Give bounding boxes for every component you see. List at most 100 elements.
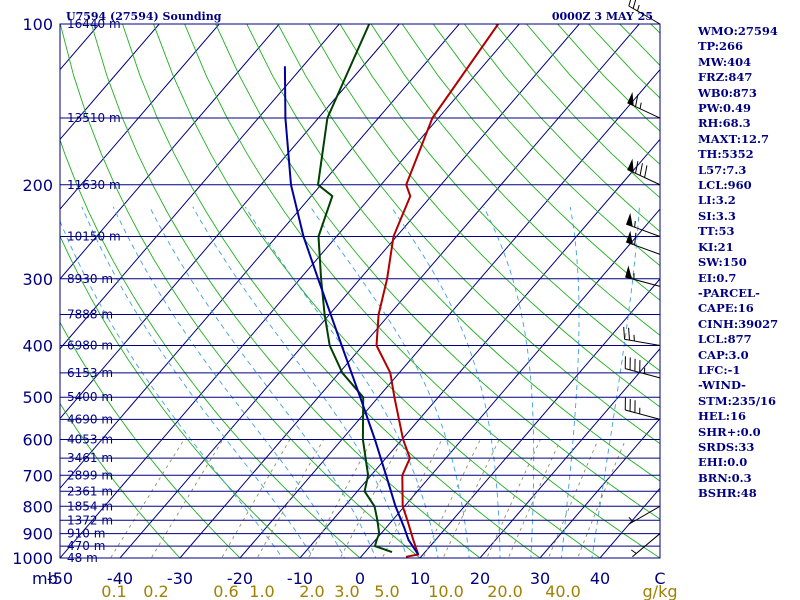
index-item: -PARCEL-: [698, 285, 760, 300]
dry-adiabat: [184, 24, 660, 558]
wind-barb-pennant: [626, 212, 633, 227]
wind-barbs: [623, 0, 661, 558]
temperature-axis-label: C: [654, 569, 665, 588]
height-label: 10150 m: [67, 229, 121, 243]
isotherm-line: [60, 24, 220, 210]
index-item: LCL:960: [698, 178, 752, 193]
index-item: EHI:0.0: [698, 455, 748, 470]
moist-adiabat: [591, 206, 640, 558]
wind-barb-pennant: [626, 230, 633, 245]
wind-barb: [625, 265, 661, 287]
dry-adiabat: [308, 24, 660, 408]
index-item: L57:7.3: [698, 162, 747, 177]
height-label: 1854 m: [67, 499, 113, 513]
pressure-tick-label: 700: [22, 466, 53, 485]
mixing-ratio-axis-label: g/kg: [643, 582, 678, 600]
index-item: BRN:0.3: [698, 470, 752, 485]
wind-barb-half-feather: [634, 221, 636, 228]
temperature-tick-label: 20: [470, 569, 490, 588]
temperature-tick-label: -40: [107, 569, 133, 588]
dry-adiabat: [60, 138, 361, 558]
index-item: HEL:16: [698, 409, 746, 424]
pressure-tick-label: 300: [22, 270, 53, 289]
temperature-line: [375, 24, 500, 558]
moist-adiabat: [60, 220, 284, 558]
wind-barb-feather: [628, 327, 630, 341]
index-item: CAP:3.0: [698, 347, 749, 362]
isotherm-line: [359, 208, 660, 558]
index-item: WB0:873: [698, 85, 757, 100]
mixing-ratio-line: [109, 439, 185, 558]
pressure-tick-label: 400: [22, 337, 53, 356]
mixing-ratio-tick-label: 5.0: [374, 582, 399, 600]
isotherm-line: [419, 278, 660, 558]
wind-barb: [628, 0, 661, 25]
isotherm-line: [60, 24, 400, 420]
index-item: CINH:39027: [698, 316, 779, 331]
dewpoint-line: [316, 24, 393, 554]
mixing-ratio-line: [339, 439, 403, 558]
mixing-ratio-line: [221, 439, 291, 558]
dry-adiabat: [90, 24, 481, 558]
pressure-axis-label: mb: [32, 569, 58, 588]
wind-barb-shaft: [625, 276, 661, 287]
index-item: EI:0.7: [698, 270, 737, 285]
mixing-ratio-line: [577, 439, 627, 558]
index-item: SW:150: [698, 255, 747, 270]
pressure-tick-label: 600: [22, 431, 53, 450]
wind-barb: [630, 533, 661, 558]
wind-barb-feather: [635, 161, 639, 174]
mixing-ratio-line: [486, 439, 541, 558]
dry-adiabat: [60, 321, 241, 558]
height-label: 470 m: [67, 539, 105, 553]
wind-barb-pennant: [627, 91, 634, 106]
wind-barb-feather: [623, 326, 626, 340]
height-label: 11630 m: [67, 178, 121, 192]
dry-adiabat: [339, 24, 660, 372]
height-label: 2899 m: [67, 468, 113, 482]
wind-barb: [626, 230, 661, 255]
mixing-ratio-line: [422, 439, 481, 558]
height-label: 1372 m: [67, 513, 113, 527]
wind-barb-feather: [644, 165, 648, 178]
moist-adiabat: [561, 206, 580, 558]
wind-barb-pennant: [625, 265, 632, 279]
moist-adiabat: [81, 206, 314, 558]
pressure-tick-label: 500: [22, 388, 53, 407]
temperature-tick-label: 30: [530, 569, 550, 588]
isotherm-line: [60, 24, 460, 489]
index-item: LCL:877: [698, 332, 752, 347]
isotherm-line: [60, 24, 340, 350]
wind-barb: [628, 505, 661, 525]
wind-barb-shaft: [628, 505, 661, 525]
index-item: MW:404: [698, 54, 752, 69]
height-label: 2361 m: [67, 484, 113, 498]
stability-indices-panel: WMO:27594 TP:266 MW:404 FRZ:847 WB0:873 PW:0.…: [698, 24, 798, 502]
height-label: 8930 m: [67, 272, 113, 286]
height-label: 5400 m: [67, 390, 113, 404]
isotherm-line: [479, 347, 660, 558]
index-item: TT:53: [698, 224, 735, 239]
dry-adiabat: [60, 235, 301, 558]
index-item: SRDS:33: [698, 439, 755, 454]
index-item: FRZ:847: [698, 70, 753, 85]
dry-adiabat: [60, 24, 421, 558]
wind-barb-feather: [639, 163, 643, 176]
isotherm-line: [60, 24, 280, 280]
wind-barb-shaft: [628, 5, 661, 25]
moist-adiabat: [112, 206, 346, 558]
wind-barb-feather: [632, 0, 637, 9]
isotherm-line: [60, 24, 520, 558]
index-item: KI:21: [698, 239, 734, 254]
pressure-tick-label: 100: [22, 15, 53, 34]
plot-frame: [59, 23, 661, 559]
chart-time: 0000Z 3 MAY 25: [552, 10, 653, 23]
dry-adiabat: [60, 402, 181, 558]
moist-adiabat: [192, 206, 408, 558]
dry-adiabat: [401, 24, 660, 301]
temperature-tick-label: 10: [410, 569, 430, 588]
dry-adiabat: [153, 24, 601, 558]
dry-adiabat: [215, 24, 660, 520]
